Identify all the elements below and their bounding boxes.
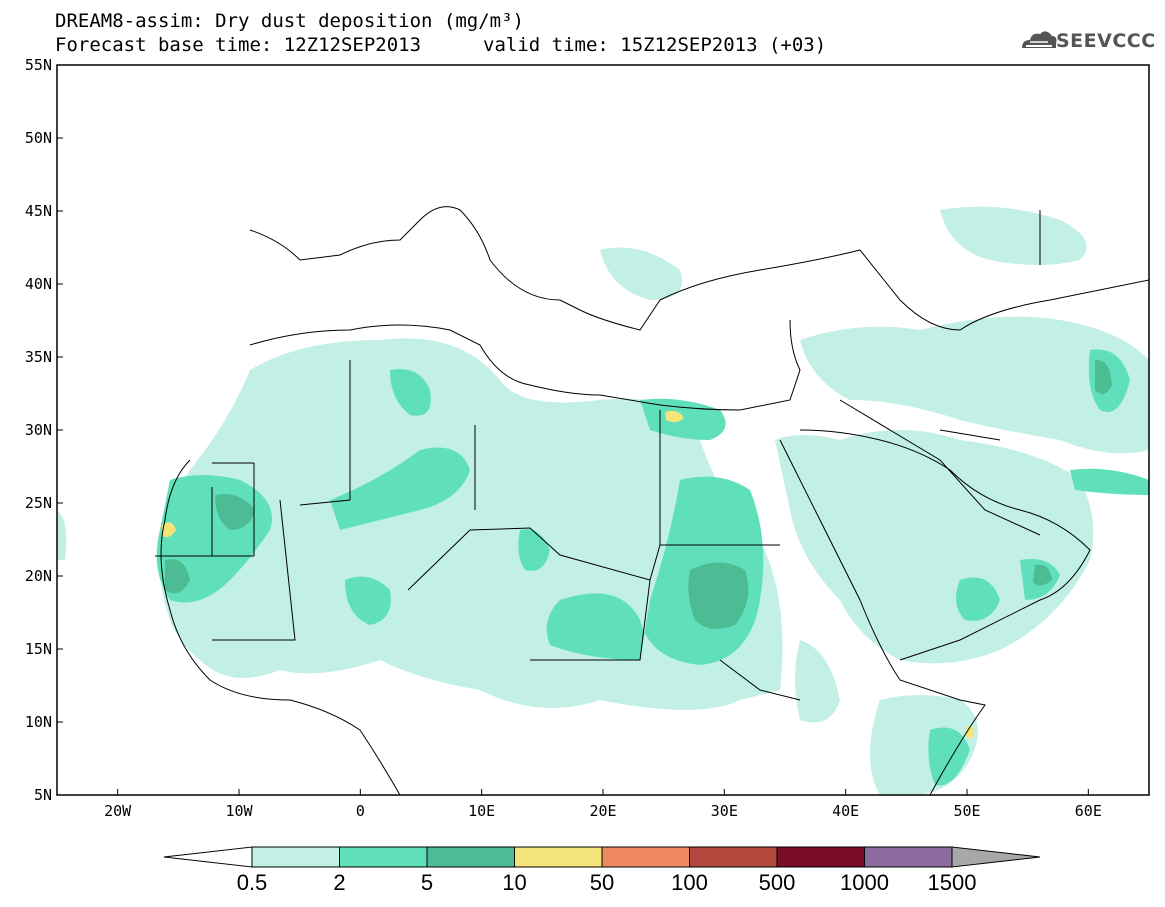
colorbar-label: 2 (333, 870, 346, 895)
colorbar-upper-arrow (951, 846, 1041, 868)
colorbar-swatch (426, 846, 515, 868)
lat-label: 20N (24, 567, 52, 585)
lat-label: 55N (24, 56, 52, 74)
cloud-logo-icon (1022, 31, 1057, 48)
colorbar-lower-arrow (163, 846, 253, 868)
lon-label: 20E (589, 802, 617, 820)
lon-label: 0 (355, 802, 365, 820)
logo-text: SEEVCCC (1056, 30, 1156, 52)
lat-ticks (57, 64, 63, 796)
lon-label: 30E (710, 802, 738, 820)
lon-label: 60E (1074, 802, 1102, 820)
lon-ticks (117, 789, 1089, 795)
map-title: DREAM8-assim: Dry dust deposition (mg/m³… (55, 10, 524, 32)
valid-time: valid time: 15Z12SEP2013 (+03) (483, 34, 827, 56)
dust-field (57, 206, 1149, 795)
colorbar-swatch (601, 846, 690, 868)
lat-label: 10N (24, 713, 52, 731)
colorbar-swatch (514, 846, 603, 868)
colorbar-swatch (339, 846, 428, 868)
lat-label: 5N (33, 786, 52, 804)
lon-label: 10W (225, 802, 253, 820)
colorbar-label: 1500 (927, 870, 977, 895)
lat-label: 45N (24, 202, 52, 220)
lat-label: 40N (24, 275, 52, 293)
colorbar-label: 5 (420, 870, 434, 895)
lat-label: 35N (24, 348, 52, 366)
lat-label: 25N (24, 494, 52, 512)
colorbar-swatch (689, 846, 778, 868)
lon-label: 20W (104, 802, 132, 820)
lat-label: 15N (24, 640, 52, 658)
forecast-base-time: Forecast base time: 12Z12SEP2013 (55, 34, 422, 56)
colorbar-label: 0.5 (236, 870, 268, 895)
lat-label: 50N (24, 129, 52, 147)
colorbar-swatch (251, 846, 340, 868)
colorbar-label: 100 (671, 870, 708, 895)
lon-label: 10E (468, 802, 496, 820)
lon-label: 40E (832, 802, 860, 820)
colorbar-label: 1000 (840, 870, 889, 895)
colorbar-label: 500 (758, 870, 796, 895)
colorbar-swatch (864, 846, 953, 868)
lon-label: 50E (953, 802, 981, 820)
lat-label: 30N (24, 421, 52, 439)
colorbar-swatch (776, 846, 865, 868)
colorbar-label: 10 (502, 870, 527, 895)
colorbar-label: 50 (589, 870, 615, 895)
